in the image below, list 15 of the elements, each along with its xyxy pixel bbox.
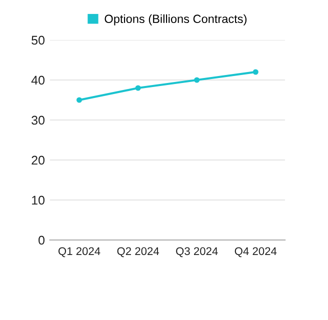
x-tick-label: Q1 2024 [58,247,100,258]
x-tick-label: Q4 2024 [234,247,277,258]
y-tick-label: 10 [32,196,45,205]
y-tick-label: 40 [31,76,45,85]
x-tick-label: Q3 2024 [176,247,218,258]
y-tick-label: 20 [32,156,45,165]
y-tick-label: 0 [38,236,45,245]
point [76,97,82,103]
point [194,77,200,83]
point [252,69,258,75]
point [135,85,141,91]
y-tick-label: 50 [32,36,45,45]
y-tick-label: 30 [32,116,45,125]
legend-label: Options (Billions Contracts) [104,14,246,26]
x-tick-label: Q2 2024 [117,247,160,258]
